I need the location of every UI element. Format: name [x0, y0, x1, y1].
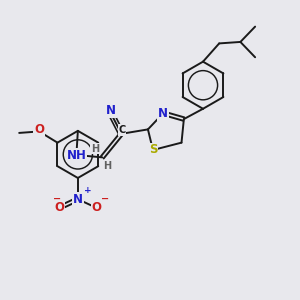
Text: −: − — [101, 194, 109, 203]
Text: O: O — [92, 201, 102, 214]
Text: −: − — [52, 194, 61, 203]
Text: O: O — [54, 201, 64, 214]
Text: S: S — [149, 143, 157, 157]
Text: NH: NH — [67, 148, 86, 161]
Text: C: C — [118, 125, 126, 135]
Text: +: + — [84, 186, 92, 195]
Text: N: N — [73, 193, 83, 206]
Text: H: H — [103, 160, 112, 171]
Text: N: N — [158, 107, 168, 120]
Text: H: H — [91, 143, 99, 154]
Text: N: N — [106, 104, 116, 117]
Text: O: O — [34, 124, 44, 136]
